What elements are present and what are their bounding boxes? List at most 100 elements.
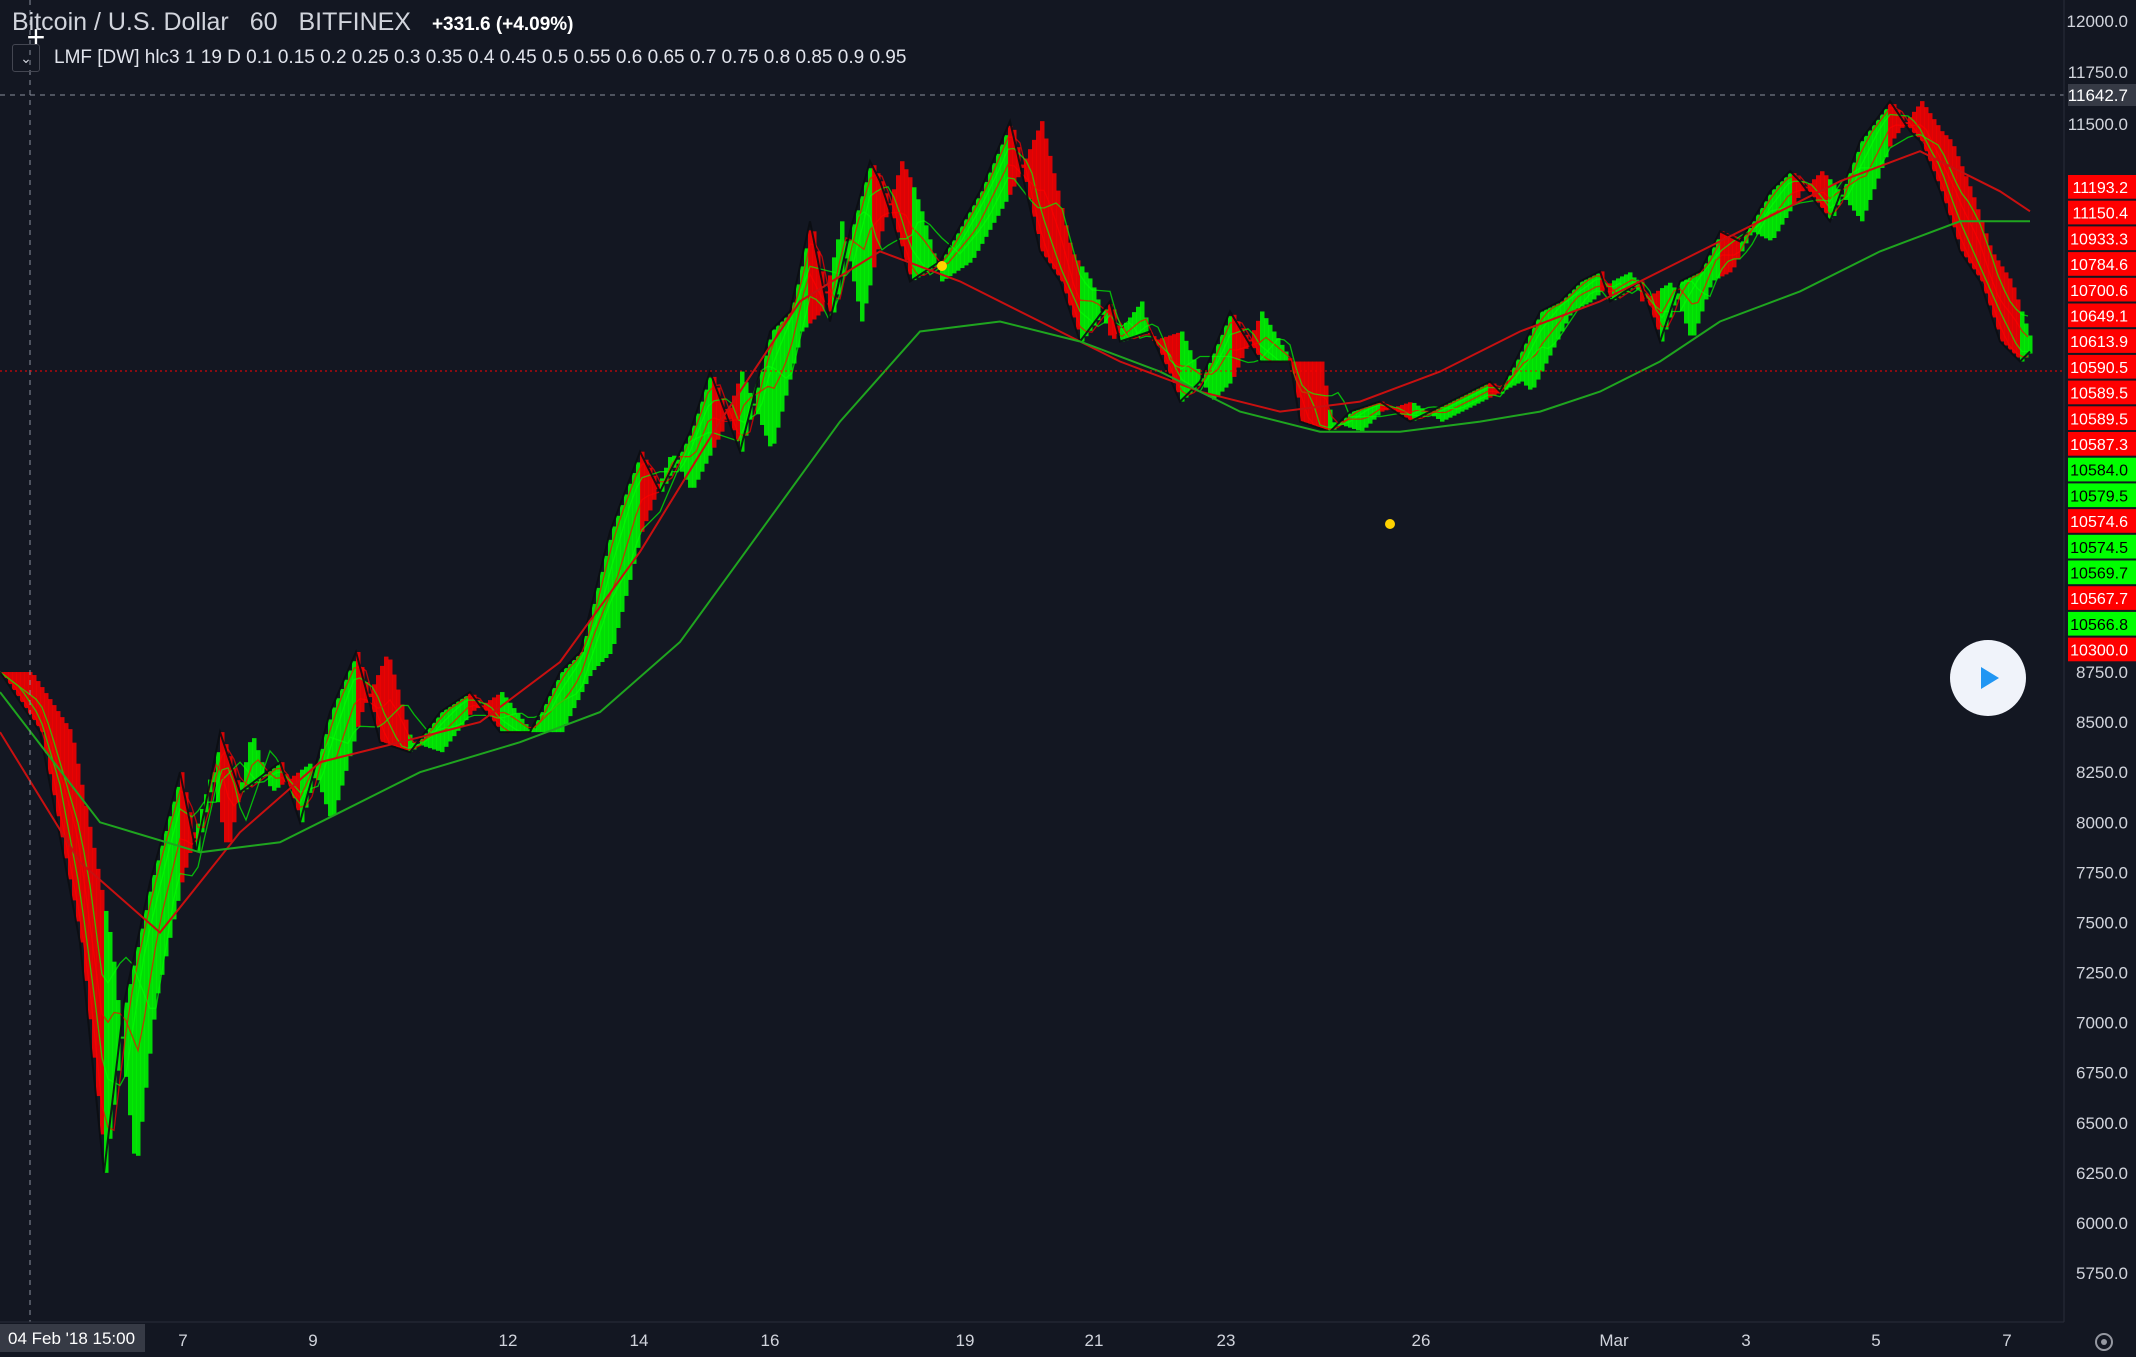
ribbon-segment <box>608 539 613 655</box>
ribbon-segment <box>1188 350 1193 394</box>
ribbon-segment <box>400 704 405 749</box>
ribbon-segment <box>1064 225 1069 294</box>
price-tick-label: 8500.0 <box>2076 713 2128 732</box>
ribbon-segment <box>1040 121 1045 252</box>
ribbon-segment <box>260 762 265 778</box>
ribbon-segment <box>1092 287 1097 326</box>
ribbon-segment <box>916 199 921 278</box>
ribbon-segment <box>1248 339 1253 342</box>
chart-header: Bitcoin / U.S. Dollar 60 BITFINEX +331.6… <box>12 8 587 37</box>
price-label: 10784.6 <box>2070 257 2128 274</box>
ribbon-segment <box>320 748 325 793</box>
ribbon-segment <box>1888 103 1893 147</box>
ribbon-segment <box>1664 285 1669 330</box>
price-tick-label: 8750.0 <box>2076 663 2128 682</box>
ribbon-segment <box>624 494 629 596</box>
indicator-label[interactable]: LMF [DW] hlc3 1 19 D 0.1 0.15 0.2 0.25 0… <box>54 47 907 68</box>
ribbon-segment <box>1028 149 1033 200</box>
ribbon-segment <box>1488 382 1493 398</box>
ribbon-segment <box>1832 183 1837 216</box>
ribbon-segment <box>124 1002 129 1077</box>
ribbon-segment <box>712 376 717 448</box>
ribbon-segment <box>1084 272 1089 337</box>
ribbon-segment <box>720 398 725 432</box>
ribbon-segment <box>464 696 469 721</box>
time-tick-label: 5 <box>1871 1331 1880 1350</box>
price-change: +331.6 (+4.09%) <box>431 14 574 35</box>
price-label-box <box>2068 509 2136 533</box>
ribbon-segment <box>488 700 493 717</box>
time-tick-label: 7 <box>178 1331 187 1350</box>
ribbon-segment <box>1256 320 1261 355</box>
ribbon-segment <box>888 203 893 206</box>
ribbon-segment <box>336 698 341 801</box>
ribbon-segment <box>1036 130 1041 235</box>
ribbon-segment <box>64 723 69 859</box>
ribbon-segment <box>968 212 973 263</box>
ribbon-segment <box>1724 233 1729 275</box>
slow-average-green <box>0 220 2030 854</box>
ribbon-segment <box>692 425 697 488</box>
ribbon-segment <box>752 403 757 406</box>
price-label-box <box>2068 329 2136 353</box>
price-tick-label: 12000.0 <box>2067 12 2128 31</box>
price-tick-label: 7750.0 <box>2076 863 2128 882</box>
ribbon-segment <box>636 462 641 548</box>
price-tick-label: 6250.0 <box>2076 1164 2128 1183</box>
ribbon-segment <box>552 688 557 733</box>
interval-label[interactable]: 60 <box>249 8 278 36</box>
ribbon-segment <box>56 711 61 817</box>
ribbon-segment <box>644 459 649 522</box>
ribbon-segment <box>596 587 601 667</box>
ribbon-segment <box>648 467 653 511</box>
ribbon-segment <box>1296 361 1301 398</box>
ribbon-segment <box>1728 235 1733 273</box>
time-tick-label: 3 <box>1741 1331 1750 1350</box>
ribbon-segment <box>1776 185 1781 232</box>
ribbon-segment <box>684 443 689 480</box>
ribbon-segment <box>480 705 485 708</box>
ribbon-segment <box>1348 413 1353 428</box>
ribbon-segment <box>20 672 25 703</box>
price-label: 11193.2 <box>2073 180 2129 197</box>
ribbon-segment <box>1432 410 1437 417</box>
ribbon-segment <box>148 891 153 1054</box>
price-label-box <box>2068 252 2136 276</box>
ribbon-segment <box>1668 282 1673 318</box>
ribbon-segment <box>716 387 721 440</box>
ribbon-segment <box>876 173 881 250</box>
ribbon-segment <box>296 772 301 811</box>
ribbon-segment <box>1012 129 1017 187</box>
ribbon-segment <box>1880 114 1885 168</box>
ribbon-segment <box>940 261 945 282</box>
lines-layer <box>0 0 2064 1322</box>
ribbon-segment <box>1608 283 1613 296</box>
ribbon-segment <box>340 688 345 786</box>
chevron-down-icon[interactable]: ⌄ <box>12 44 40 72</box>
ribbon-segment <box>1544 309 1549 364</box>
ribbon-segment <box>1540 311 1545 372</box>
ribbon-segment <box>1020 164 1025 168</box>
ribbon-segment <box>288 778 293 787</box>
ribbon-segment <box>1972 197 1977 270</box>
ribbon-segment <box>308 763 313 793</box>
symbol-title[interactable]: Bitcoin / U.S. Dollar <box>12 8 229 36</box>
time-tick-label: 12 <box>499 1331 518 1350</box>
play-button[interactable] <box>1950 640 2026 716</box>
ribbon-segment <box>332 707 337 815</box>
ribbon-segment <box>348 670 353 757</box>
ribbon-segment <box>964 219 969 266</box>
ribbon-segment <box>740 371 745 452</box>
price-label-box <box>2068 380 2136 405</box>
price-label-box <box>2068 277 2136 302</box>
time-tick-label: 9 <box>308 1331 317 1350</box>
ribbon-segment <box>1720 231 1725 277</box>
ribbon-segment <box>140 928 145 1122</box>
ribbon-segment <box>1676 293 1681 300</box>
ribbon-segment <box>760 371 765 425</box>
ribbon-segment <box>1568 293 1573 316</box>
ribbon-segment <box>688 435 693 488</box>
crosshair-time-label: 04 Feb '18 15:00 <box>8 1329 135 1348</box>
